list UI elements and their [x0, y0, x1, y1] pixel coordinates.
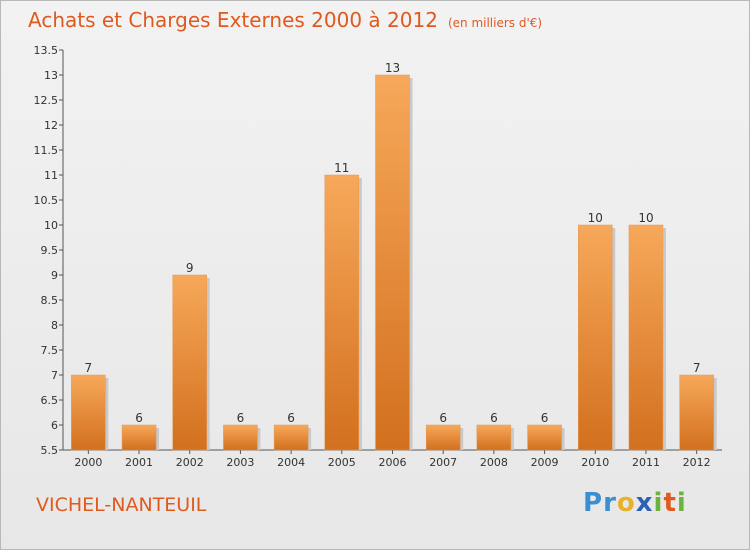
bar [679, 374, 714, 451]
y-tick-label: 9 [51, 269, 58, 282]
data-label: 7 [85, 361, 93, 375]
data-label: 6 [237, 411, 245, 425]
proxiti-logo: Proxiti [583, 488, 687, 518]
x-tick-label: 2000 [74, 456, 102, 469]
data-label: 6 [541, 411, 549, 425]
logo-letter: x [635, 488, 654, 518]
y-tick-label: 6 [51, 419, 58, 432]
x-tick-label: 2011 [632, 456, 660, 469]
x-tick-label: 2012 [683, 456, 711, 469]
y-tick-label: 11 [44, 169, 58, 182]
y-tick-label: 5.5 [41, 444, 59, 457]
data-label: 6 [490, 411, 498, 425]
bar [121, 424, 157, 451]
y-tick-label: 12 [44, 119, 58, 132]
x-tick-label: 2005 [328, 456, 356, 469]
data-label: 11 [334, 161, 349, 175]
y-tick-label: 8 [51, 319, 58, 332]
x-tick-label: 2003 [226, 456, 254, 469]
y-tick-label: 6.5 [41, 394, 59, 407]
data-label: 6 [135, 411, 143, 425]
logo-letter: r [603, 488, 617, 518]
data-labels: 7 6 9 6 6 11 13 6 6 6 10 10 7 [85, 61, 701, 425]
x-tick-label: 2006 [379, 456, 407, 469]
data-label: 10 [588, 211, 603, 225]
bar [425, 424, 461, 451]
data-label: 9 [186, 261, 194, 275]
x-tick-label: 2001 [125, 456, 153, 469]
y-tick-label: 11.5 [34, 144, 59, 157]
bar [172, 274, 207, 451]
y-tick-label: 10 [44, 219, 58, 232]
bar [375, 74, 410, 451]
bar [578, 224, 613, 451]
bar [324, 174, 360, 451]
data-label: 10 [638, 211, 653, 225]
y-tick-label: 10.5 [34, 194, 59, 207]
bar [273, 424, 309, 451]
chart-title-main: Achats et Charges Externes 2000 à 2012 [28, 8, 438, 32]
chart-title-unit: (en milliers d'€) [447, 16, 543, 30]
place-name: VICHEL-NANTEUIL [36, 494, 207, 516]
y-tick-label: 13.5 [34, 44, 59, 57]
bar [527, 424, 562, 451]
logo-letter: P [583, 488, 604, 518]
x-tick-label: 2010 [581, 456, 609, 469]
bar [476, 424, 512, 451]
bars [71, 74, 717, 451]
x-tick-label: 2004 [277, 456, 305, 469]
x-tick-label: 2008 [480, 456, 508, 469]
logo-letter: i [653, 488, 664, 518]
data-label: 7 [693, 361, 701, 375]
bar [223, 424, 258, 451]
data-label: 13 [385, 61, 400, 75]
y-tick-label: 9.5 [41, 244, 59, 257]
bar [71, 374, 106, 451]
logo-letter: i [676, 488, 687, 518]
logo-letter: t [663, 488, 677, 518]
y-tick-label: 7 [51, 369, 58, 382]
logo-letter: o [616, 488, 636, 518]
x-tick-label: 2007 [429, 456, 457, 469]
chart-title: Achats et Charges Externes 2000 à 2012 (e… [28, 8, 542, 32]
y-tick-label: 8.5 [41, 294, 59, 307]
bar [628, 224, 664, 451]
data-label: 6 [439, 411, 447, 425]
y-tick-label: 12.5 [34, 94, 59, 107]
y-tick-label: 7.5 [41, 344, 59, 357]
x-tick-label: 2002 [176, 456, 204, 469]
y-tick-label: 13 [44, 69, 58, 82]
data-label: 6 [287, 411, 295, 425]
x-tick-label: 2009 [531, 456, 559, 469]
